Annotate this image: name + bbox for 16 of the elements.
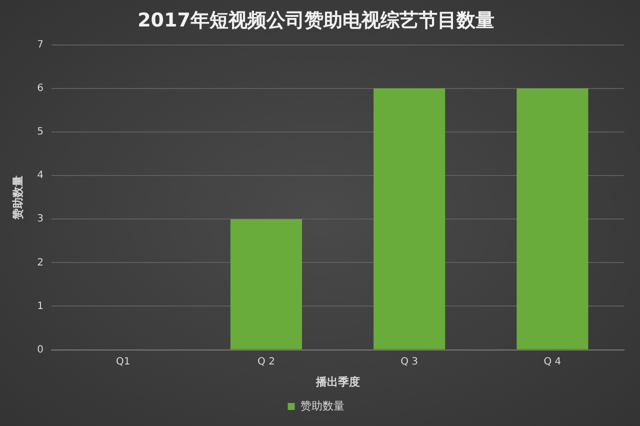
- x-axis-title: 播出季度: [314, 375, 360, 388]
- y-tick-label: 4: [37, 170, 44, 182]
- y-tick-label: 5: [37, 126, 44, 138]
- legend-label: 赞助数量: [300, 399, 344, 412]
- x-tick-label: Q 3: [400, 356, 418, 368]
- y-axis-title: 赞助数量: [11, 175, 24, 220]
- x-tick-label: Q 4: [544, 356, 562, 368]
- x-tick-label: Q 2: [258, 356, 275, 368]
- y-tick-label: 6: [37, 82, 44, 94]
- y-tick-label: 0: [37, 344, 44, 356]
- chart-title: 2017年短视频公司赞助电视综艺节目数量: [138, 9, 494, 32]
- y-tick-label: 2: [37, 257, 44, 268]
- y-tick-label: 1: [37, 300, 44, 312]
- x-tick-label: Q1: [116, 356, 130, 368]
- y-tick-label: 7: [37, 39, 44, 50]
- y-tick-label: 3: [37, 214, 44, 225]
